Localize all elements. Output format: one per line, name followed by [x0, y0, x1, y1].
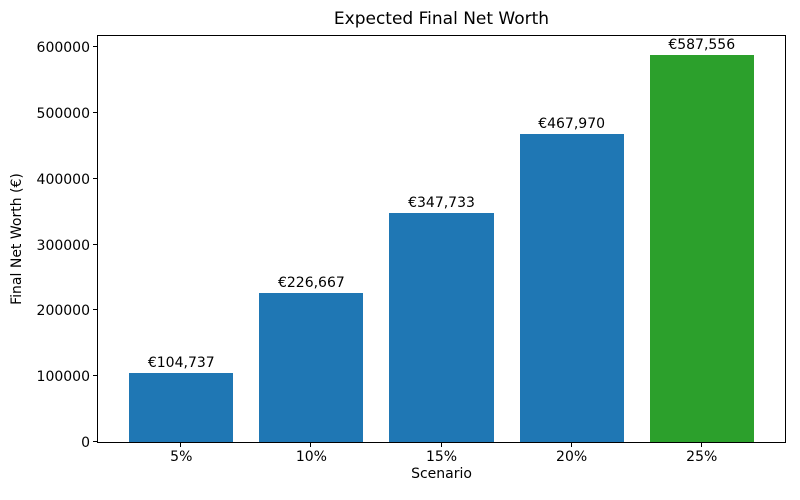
- bar-value-label: €467,970: [538, 116, 606, 133]
- x-tick-label: 20%: [556, 449, 588, 465]
- chart-title: Expected Final Net Worth: [333, 9, 550, 29]
- bar-value-label: €104,737: [147, 355, 215, 372]
- y-tick-mark: [93, 441, 97, 442]
- plot-area: €104,737 €226,667 €347,733 €467,970 €587,556: [97, 35, 786, 443]
- y-tick-mark: [93, 46, 97, 47]
- x-tick-mark: [571, 443, 572, 447]
- x-tick-mark: [441, 443, 442, 447]
- y-tick-label: 600000: [36, 40, 90, 56]
- y-axis-label: Final Net Worth (€): [9, 173, 25, 305]
- bar-20%: [519, 134, 624, 442]
- x-tick-mark: [701, 443, 702, 447]
- y-tick-label: 400000: [36, 172, 90, 188]
- y-tick-label: 500000: [36, 106, 90, 122]
- bar-value-label: €587,556: [668, 37, 736, 54]
- bar-25%: [649, 55, 754, 442]
- y-tick-mark: [93, 178, 97, 179]
- x-tick-mark: [310, 443, 311, 447]
- x-tick-label: 15%: [425, 449, 458, 465]
- y-tick-label: 300000: [36, 238, 90, 254]
- y-tick-mark: [93, 244, 97, 245]
- x-tick-mark: [180, 443, 181, 447]
- bar-value-label: €347,733: [408, 195, 475, 212]
- bar-value-label: €226,667: [277, 274, 345, 291]
- y-tick-label: 100000: [36, 369, 90, 385]
- y-tick-mark: [93, 375, 97, 376]
- bar-15%: [389, 213, 494, 442]
- y-tick-label: 0: [81, 435, 90, 451]
- x-tick-label: 10%: [295, 449, 327, 465]
- bar-10%: [259, 292, 364, 442]
- x-tick-label: 25%: [686, 449, 718, 465]
- bar-5%: [129, 373, 234, 442]
- x-tick-label: 5%: [170, 449, 193, 465]
- y-tick-mark: [93, 309, 97, 310]
- y-tick-mark: [93, 112, 97, 113]
- x-axis-label: Scenario: [411, 466, 472, 482]
- y-tick-label: 200000: [36, 303, 90, 319]
